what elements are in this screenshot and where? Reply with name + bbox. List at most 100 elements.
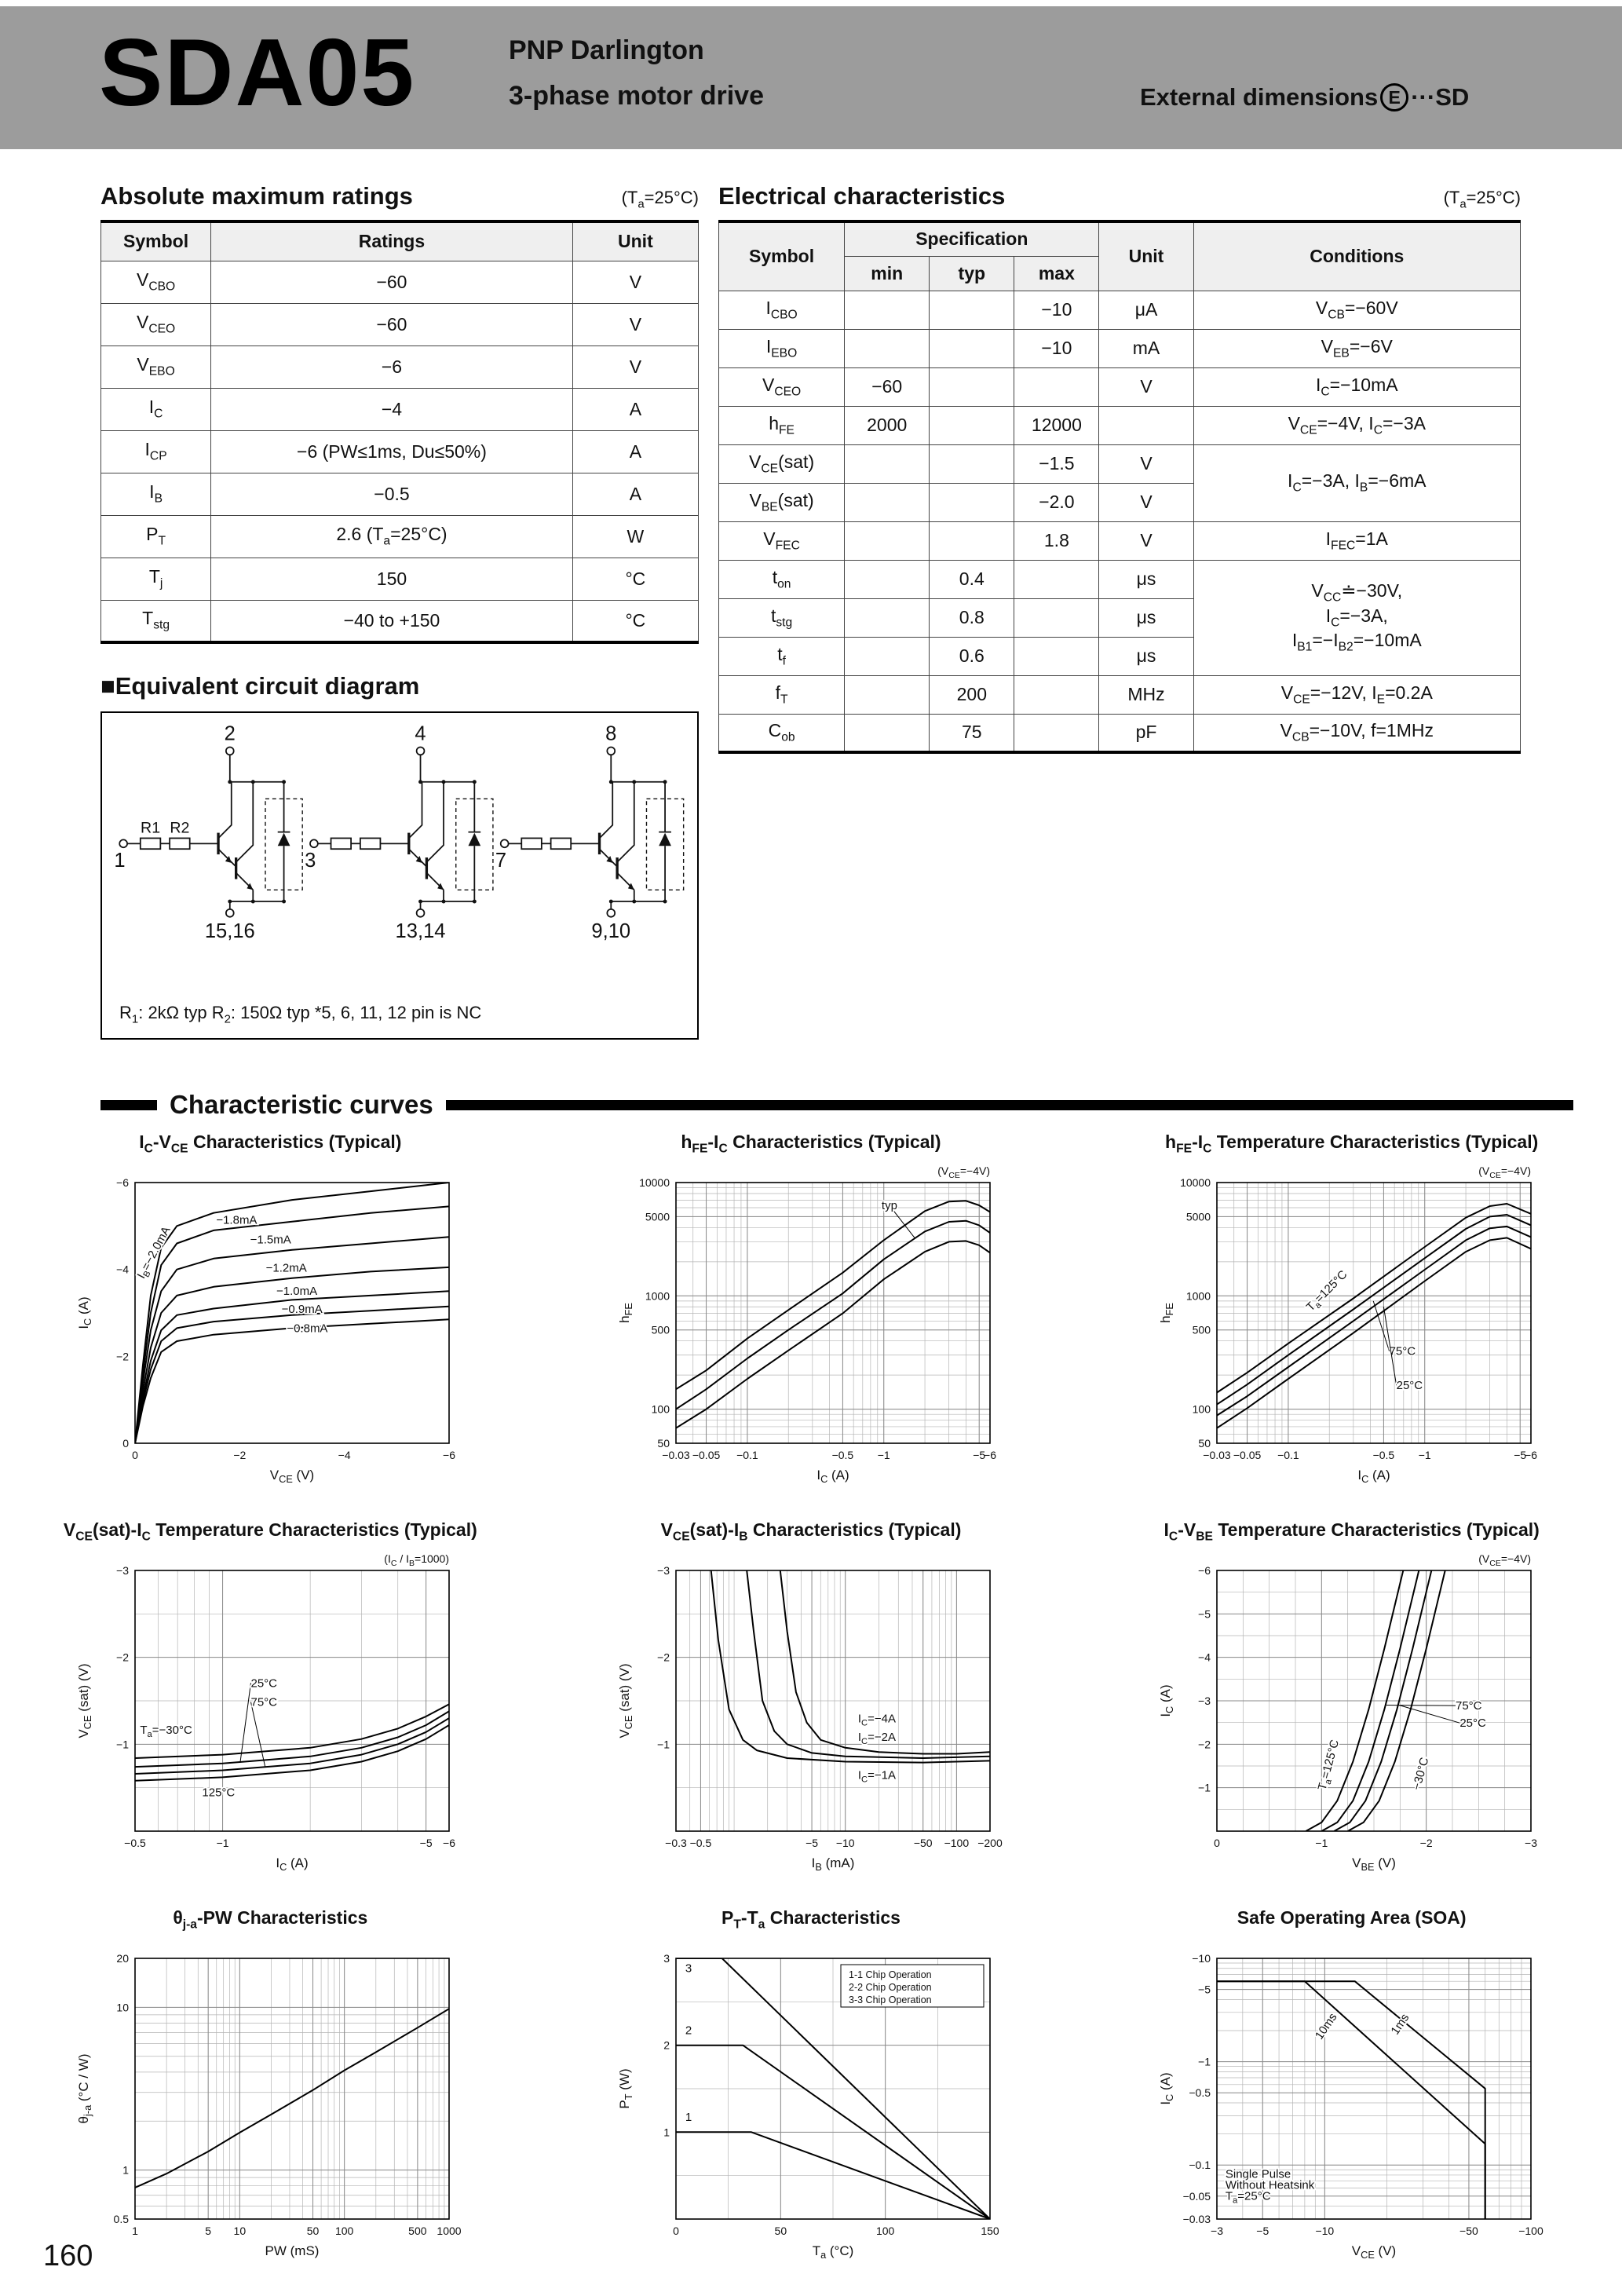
table-cell: VCBO [100, 260, 212, 304]
svg-text:75°C: 75°C [251, 1696, 278, 1709]
ta-note: (Ta=25°C) [621, 187, 699, 210]
svg-text:θj-a (°C / W): θj-a (°C / W) [76, 2054, 93, 2124]
ta-note: (Ta=25°C) [1443, 187, 1521, 210]
column-header: Symbol [100, 221, 212, 261]
external-dimensions-note: External dimensions E ···SD [1140, 83, 1469, 112]
svg-text:−5: −5 [1198, 1983, 1211, 1996]
table-cell: 12000 [1014, 405, 1100, 445]
electrical-characteristics-section: Electrical characteristics (Ta=25°C) Sym… [718, 182, 1522, 754]
chart-soa: −3 −5 −10 −50 −100 −10 −5 −1 −0.5 −0.1 −0.05 −0.03 V… [1158, 1952, 1543, 2261]
svg-text:50: 50 [657, 1437, 670, 1450]
svg-text:−2: −2 [116, 1350, 129, 1362]
chart-cell: hFE-IC Temperature Characteristics (Typi… [1081, 1129, 1622, 1486]
svg-text:(VCE=−4V): (VCE=−4V) [1478, 1164, 1531, 1180]
svg-text:−0.05: −0.05 [1233, 1449, 1262, 1461]
abs-max-table: Symbol Ratings Unit VCBO −60 V VCEO −60 V VEBO −6 V… [100, 220, 700, 644]
pin-label-left: 7 [495, 850, 506, 872]
svg-text:10: 10 [234, 2225, 247, 2237]
column-header: Symbol [718, 221, 846, 291]
table-cell: μA [1098, 290, 1194, 330]
masthead: SDA05 PNP Darlington 3-phase motor drive… [0, 6, 1622, 149]
svg-text:−2: −2 [1198, 1738, 1211, 1750]
table-cell: °C [572, 599, 700, 643]
table-row: ICBO −10 μA VCB=−60V [718, 290, 1522, 330]
svg-text:−6: −6 [116, 1176, 129, 1189]
svg-text:1000: 1000 [437, 2225, 462, 2237]
table-cell [929, 328, 1015, 368]
chart-cell: VCE(sat)-IC Temperature Characteristics … [0, 1517, 541, 1874]
equivalent-circuit-svg: R1 R2 2 1 15,16 4 3 13,14 8 7 9,10 [114, 724, 685, 942]
svg-text:3: 3 [685, 1962, 692, 1976]
svg-text:−0.5: −0.5 [1189, 2086, 1211, 2099]
section-title: ■Equivalent circuit diagram [100, 672, 420, 700]
chart-canvas: −0.03 −0.05 −0.1 −0.5 −1 −5 −6 10000 5000 1000 500… [1156, 1156, 1548, 1486]
chart-pt-ta: 0 50 100 150 1 2 3 Ta (°C) PT (W) 3 2 1 1-1 Chip Ope… [617, 1952, 999, 2261]
table-cell: V [572, 260, 700, 304]
circled-e-badge: E [1380, 83, 1409, 112]
table-cell [844, 559, 930, 599]
table-cell [929, 290, 1015, 330]
table-cell [844, 444, 930, 484]
table-row: IB −0.5 A [100, 472, 700, 516]
table-cell [1014, 598, 1100, 638]
elec-table-host: Symbol Specification Unit Conditions min typ m… [718, 220, 1522, 754]
svg-text:−1: −1 [1198, 1782, 1211, 1794]
column-header: min [844, 255, 930, 291]
svg-text:0: 0 [673, 2225, 679, 2237]
table-row: IEBO −10 mA VEB=−6V [718, 328, 1522, 368]
table-cell: tf [718, 636, 846, 676]
svg-text:0: 0 [123, 1437, 130, 1450]
rule-bar [100, 1099, 157, 1110]
table-cell: μs [1098, 636, 1194, 676]
chart-title: VCE(sat)-IB Characteristics (Typical) [660, 1519, 962, 1544]
svg-text:25°C: 25°C [251, 1676, 278, 1690]
table-cell: IFEC=1A [1193, 521, 1522, 561]
curves-title: Characteristic curves [170, 1090, 433, 1119]
table-row: VCEO −60 V IC=−10mA [718, 367, 1522, 407]
svg-text:25°C: 25°C [1396, 1379, 1423, 1392]
table-cell: VEBO [100, 345, 212, 389]
svg-text:−30°C: −30°C [1410, 1756, 1431, 1791]
table-cell: 0.6 [929, 636, 1015, 676]
chart-title: PT-Ta Characteristics [721, 1907, 901, 1932]
chart-hfe-ic-temp: −0.03 −0.05 −0.1 −0.5 −1 −5−6 10000 5000 1000 500… [1158, 1164, 1537, 1485]
table-cell [1014, 636, 1100, 676]
ext-dim-suffix: ···SD [1411, 83, 1470, 111]
chart-grid: IC-VCE Characteristics (Typical) 0 −2 −4 −6… [0, 1129, 1622, 2261]
table-row: hFE 2000 12000 VCE=−4V, IC=−3A [718, 405, 1522, 445]
table-cell: Tj [100, 557, 212, 601]
svg-text:75°C: 75°C [1456, 1699, 1482, 1713]
svg-text:IC (A): IC (A) [1357, 1468, 1390, 1485]
svg-text:VCE (V): VCE (V) [1351, 2243, 1395, 2261]
svg-text:−1: −1 [878, 1449, 890, 1461]
abs-max-table-host: Symbol Ratings Unit VCBO −60 V VCEO −60 V VEBO −6 V… [100, 220, 700, 644]
table-row: VFEC 1.8 V IFEC=1A [718, 521, 1522, 561]
svg-text:Ta=125°C: Ta=125°C [1303, 1268, 1351, 1316]
svg-text:−3: −3 [1525, 1837, 1537, 1849]
svg-text:IC (A): IC (A) [1158, 2072, 1175, 2104]
svg-text:IC=−1A: IC=−1A [858, 1769, 896, 1785]
table-row: tstg 0.8 μs [718, 598, 1521, 638]
table-cell: mA [1098, 328, 1194, 368]
table-cell [1014, 367, 1100, 407]
chart-cell: VCE(sat)-IB Characteristics (Typical) −0… [541, 1517, 1082, 1874]
svg-text:50: 50 [775, 2225, 787, 2237]
table-row: VCBO −60 V [100, 260, 700, 304]
table-cell: VCE(sat) [718, 444, 846, 484]
column-header: typ [929, 255, 1015, 291]
svg-text:VCE (sat) (V): VCE (sat) (V) [617, 1663, 634, 1738]
table-cell [844, 521, 930, 561]
svg-text:1: 1 [685, 2111, 692, 2124]
svg-text:−1: −1 [657, 1738, 670, 1750]
table-cell [929, 405, 1015, 445]
table-row: PT 2.6 (Ta=25°C) W [100, 514, 700, 558]
svg-text:2-2 Chip Operation: 2-2 Chip Operation [849, 1982, 932, 1993]
svg-text:−3: −3 [1198, 1695, 1211, 1707]
table-cell: VBE(sat) [718, 482, 846, 522]
table-cell [1098, 405, 1194, 445]
table-cell [844, 482, 930, 522]
svg-text:−0.1: −0.1 [1189, 2159, 1211, 2171]
svg-text:−5: −5 [1256, 2225, 1269, 2237]
svg-text:−0.03: −0.03 [662, 1449, 690, 1461]
